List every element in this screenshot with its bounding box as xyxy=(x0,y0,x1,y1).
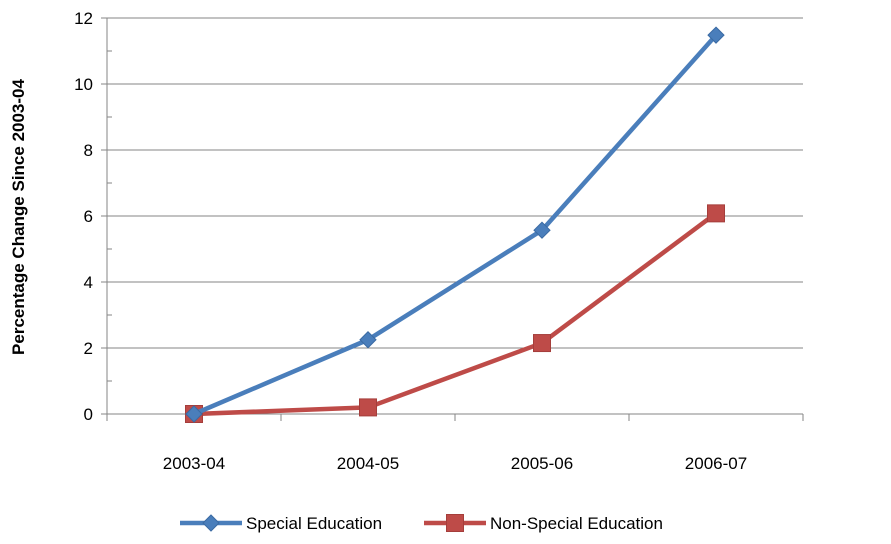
series-non-special-education xyxy=(185,204,725,423)
data-point xyxy=(359,331,377,349)
series-special-education xyxy=(185,26,725,423)
y-tick-label: 10 xyxy=(74,75,93,94)
y-axis-title: Percentage Change Since 2003-04 xyxy=(9,79,28,355)
legend: Special Education Non-Special Education xyxy=(180,514,663,533)
x-tick-label: 2006-07 xyxy=(685,454,747,473)
legend-swatch-marker xyxy=(446,514,464,532)
data-point xyxy=(185,405,203,423)
y-tick-label: 8 xyxy=(84,141,93,160)
gridlines xyxy=(107,17,803,349)
data-point xyxy=(707,204,725,223)
legend-item: Non-Special Education xyxy=(424,514,663,533)
legend-label: Non-Special Education xyxy=(490,514,663,533)
y-tick-label: 12 xyxy=(74,9,93,28)
y-tick-label: 4 xyxy=(84,273,93,292)
data-point xyxy=(533,221,551,239)
y-tick-label: 2 xyxy=(84,339,93,358)
data-point xyxy=(359,398,377,417)
series-line xyxy=(193,211,718,417)
y-tick-label: 6 xyxy=(84,207,93,226)
x-tick-label: 2003-04 xyxy=(163,454,225,473)
legend-item: Special Education xyxy=(180,514,382,533)
y-tick-label: 0 xyxy=(84,405,93,424)
data-point xyxy=(533,334,551,353)
x-tick-label: 2005-06 xyxy=(511,454,573,473)
legend-label: Special Education xyxy=(246,514,382,533)
legend-swatch-marker xyxy=(202,514,220,532)
series-line xyxy=(193,33,718,417)
y-tick-labels: 0 2 4 6 8 10 12 xyxy=(74,9,93,424)
x-tick-labels: 2003-04 2004-05 2005-06 2006-07 xyxy=(163,454,747,473)
x-tick-label: 2004-05 xyxy=(337,454,399,473)
axes xyxy=(101,17,804,421)
series xyxy=(185,26,725,423)
data-point xyxy=(707,26,725,44)
